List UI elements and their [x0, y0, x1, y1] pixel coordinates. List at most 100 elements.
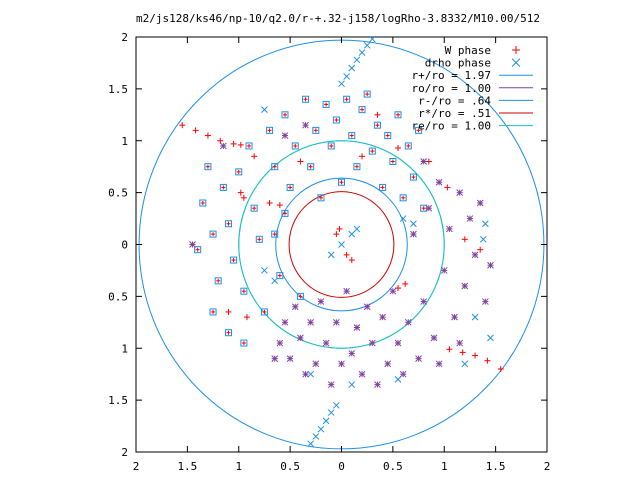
point-s0-31 — [374, 111, 381, 118]
point-s1-20 — [353, 225, 361, 233]
point-s1-0 — [338, 80, 345, 88]
point-s3-37 — [281, 318, 289, 326]
point-s2-6 — [230, 256, 238, 264]
point-s3-8 — [430, 334, 438, 342]
point-s2-0 — [199, 199, 207, 207]
legend-label-5: r*/ro = .51 — [418, 107, 491, 120]
point-s2-31 — [358, 106, 366, 114]
point-s0-29 — [225, 308, 232, 315]
point-s3-42 — [487, 261, 494, 269]
point-s0-24 — [461, 236, 468, 243]
point-s2-30 — [353, 163, 361, 171]
point-s2-37 — [389, 158, 397, 165]
point-s2-29 — [348, 132, 356, 140]
point-s3-21 — [363, 303, 371, 311]
point-s2-17 — [286, 183, 294, 191]
point-s1-17 — [327, 251, 335, 259]
legend-label-2: r+/ro = 1.97 — [412, 69, 491, 82]
point-s3-17 — [384, 360, 392, 368]
x-tick-label-2: 1 — [235, 460, 242, 473]
point-s1-25 — [348, 381, 356, 388]
legend-label-3: ro/ro = 1.00 — [412, 82, 491, 95]
point-s3-43 — [435, 360, 443, 368]
point-s3-16 — [389, 287, 397, 295]
point-s3-18 — [379, 313, 386, 321]
y-tick-label-1: 1.5 — [108, 83, 128, 96]
point-s2-46 — [240, 339, 248, 347]
point-s3-29 — [322, 339, 330, 347]
point-s2-18 — [291, 142, 299, 150]
point-s3-48 — [281, 132, 289, 139]
point-s2-10 — [250, 204, 258, 212]
legend-swatch-0 — [512, 46, 520, 54]
point-s3-30 — [317, 298, 325, 305]
y-tick-label-5: 0.5 — [108, 290, 128, 303]
point-s3-4 — [451, 313, 458, 321]
point-s3-40 — [481, 298, 489, 305]
point-s0-21 — [395, 145, 402, 152]
point-s1-28 — [481, 220, 489, 228]
point-s3-34 — [297, 334, 304, 342]
point-s0-14 — [402, 280, 409, 287]
point-s3-39 — [271, 355, 279, 362]
point-s2-47 — [194, 246, 202, 254]
point-s2-15 — [276, 272, 284, 280]
point-s2-3 — [214, 277, 222, 285]
point-s1-1 — [343, 73, 350, 80]
x-tick-label-7: 1.5 — [486, 460, 506, 473]
point-s1-23 — [471, 313, 479, 321]
y-tick-label-8: 2 — [121, 446, 128, 459]
point-s2-48 — [281, 209, 289, 217]
x-tick-label-5: 0.5 — [383, 460, 403, 473]
point-s1-11 — [312, 433, 320, 440]
point-s2-8 — [240, 287, 248, 295]
y-tick-label-7: 1.5 — [108, 394, 128, 407]
point-s0-16 — [343, 251, 350, 258]
y-tick-label-3: 0.5 — [108, 187, 128, 200]
point-s2-20 — [302, 95, 310, 103]
point-s0-20 — [297, 158, 304, 165]
x-tick-label-6: 1 — [441, 460, 448, 473]
point-s2-49 — [271, 230, 279, 238]
point-s0-27 — [240, 194, 247, 201]
x-tick-label-3: 0.5 — [280, 460, 300, 473]
point-s2-32 — [363, 90, 371, 98]
point-s0-7 — [484, 357, 491, 364]
point-s2-11 — [255, 235, 263, 243]
point-s3-45 — [420, 158, 428, 165]
point-s0-25 — [477, 246, 484, 253]
point-s0-5 — [237, 141, 244, 148]
point-s2-34 — [373, 121, 381, 129]
point-s3-49 — [302, 121, 309, 129]
point-s1-4 — [358, 49, 366, 56]
x-tick-label-4: 0 — [338, 460, 345, 473]
circle-3 — [288, 191, 395, 298]
y-tick-label-2: 1 — [121, 135, 128, 148]
legend-label-1: drho phase — [425, 57, 491, 70]
point-s0-26 — [251, 153, 258, 160]
point-s2-35 — [379, 183, 387, 191]
point-s3-36 — [286, 355, 294, 362]
point-s1-26 — [261, 106, 268, 113]
point-s2-39 — [399, 194, 407, 202]
legend-label-6: re/ro = 1.00 — [412, 120, 491, 133]
point-s3-2 — [461, 282, 469, 290]
point-s3-33 — [302, 370, 309, 378]
point-s2-16 — [281, 111, 289, 119]
point-s1-13 — [261, 267, 268, 274]
point-s3-28 — [327, 381, 335, 388]
point-s3-26 — [338, 360, 345, 368]
chart-title: m2/js128/ks46/np-10/q2.0/r-+.32-j158/log… — [136, 12, 540, 25]
point-s3-10 — [420, 298, 428, 305]
point-s3-0 — [471, 251, 479, 259]
point-s2-2 — [209, 230, 217, 238]
y-tick-label-6: 1 — [121, 342, 128, 355]
point-s1-5 — [363, 41, 371, 49]
point-s1-19 — [348, 230, 356, 238]
point-s0-13 — [395, 285, 402, 292]
legend-label-4: r-/ro = .64 — [418, 94, 491, 107]
point-s2-23 — [317, 194, 325, 202]
y-tick-label-0: 2 — [121, 31, 128, 44]
